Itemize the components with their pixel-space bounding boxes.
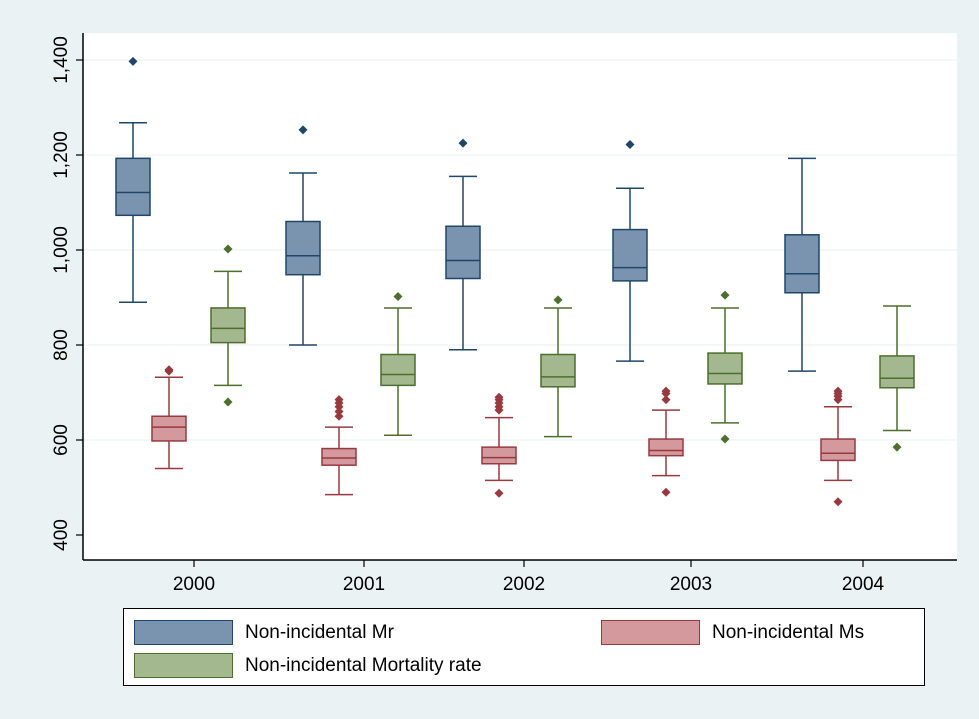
- legend-item-ms: Non-incidental Ms: [601, 620, 864, 645]
- legend-label-mr: Non-incidental Mr: [245, 621, 394, 643]
- box-plot: [380, 292, 416, 436]
- outlier-point: [393, 292, 403, 302]
- iqr-box: [321, 447, 357, 466]
- box-plot: [151, 365, 187, 470]
- outlier-point: [833, 497, 843, 507]
- outlier-point: [334, 407, 344, 416]
- box-plot: [481, 392, 517, 498]
- iqr-box: [648, 438, 684, 457]
- y-tick-label: 1,000: [51, 226, 72, 274]
- y-tick-label: 1,200: [51, 131, 72, 179]
- outlier-point: [298, 125, 308, 135]
- legend-swatch-mr: [134, 620, 233, 645]
- legend-label-mortality-rate: Non-incidental Mortality rate: [245, 654, 482, 676]
- box-plot: [879, 305, 915, 452]
- box-series: [115, 56, 915, 507]
- outlier-point: [661, 487, 671, 497]
- y-tick-label: 800: [51, 329, 72, 361]
- x-tick-label: 2002: [503, 574, 545, 595]
- outlier-point: [833, 386, 843, 396]
- outlier-point: [334, 395, 344, 405]
- box-plot: [784, 157, 820, 372]
- iqr-box: [540, 353, 576, 388]
- outlier-point: [661, 386, 671, 396]
- box-plot: [285, 125, 321, 346]
- legend-label-ms: Non-incidental Ms: [712, 621, 865, 643]
- box-plot: [445, 138, 481, 351]
- box-plot: [648, 386, 684, 497]
- y-tick-label: 600: [51, 424, 72, 456]
- iqr-box: [612, 228, 648, 282]
- box-plot: [707, 290, 743, 444]
- legend-item-mr: Non-incidental Mr: [134, 620, 394, 645]
- y-tick-label: 400: [51, 519, 72, 551]
- outlier-point: [458, 138, 468, 148]
- outlier-point: [553, 295, 563, 305]
- iqr-box: [380, 353, 416, 387]
- outlier-point: [223, 397, 233, 407]
- x-tick-label: 2000: [173, 574, 215, 595]
- box-plot: [115, 56, 151, 303]
- box-plot: [540, 295, 576, 438]
- outlier-point: [128, 56, 138, 66]
- y-tick-label: 1,400: [51, 36, 72, 84]
- iqr-box: [879, 355, 915, 389]
- outlier-point: [625, 140, 635, 150]
- box-plot: [210, 244, 246, 407]
- outlier-point: [892, 442, 902, 452]
- iqr-box: [445, 225, 481, 280]
- outlier-point: [164, 365, 174, 375]
- iqr-box: [151, 415, 187, 442]
- y-axis-ticks: 400 600 800 1,000 1,200 1,400: [51, 36, 83, 551]
- iqr-box: [210, 307, 246, 344]
- iqr-box: [115, 157, 151, 217]
- outlier-point: [720, 290, 730, 300]
- outlier-point: [494, 488, 504, 498]
- box-plot: [321, 395, 357, 496]
- iqr-box: [784, 234, 820, 294]
- iqr-box: [285, 220, 321, 276]
- iqr-box: [820, 438, 856, 462]
- legend-swatch-ms: [601, 620, 700, 645]
- legend-item-mortality-rate: Non-incidental Mortality rate: [134, 653, 482, 678]
- x-tick-label: 2001: [343, 574, 385, 595]
- outlier-point: [661, 395, 671, 405]
- x-tick-label: 2004: [842, 574, 885, 595]
- box-plot: [612, 140, 648, 362]
- iqr-box: [481, 446, 517, 465]
- outlier-point: [720, 434, 730, 444]
- outlier-point: [334, 411, 344, 421]
- x-axis-ticks: 2000 2001 2002 2003 2004: [173, 560, 885, 595]
- outlier-point: [223, 244, 233, 254]
- x-tick-label: 2003: [670, 574, 712, 595]
- iqr-box: [707, 352, 743, 385]
- legend: Non-incidental Mr Non-incidental Ms Non-…: [123, 608, 925, 686]
- box-plot: [820, 386, 856, 507]
- legend-swatch-mortality-rate: [134, 653, 233, 678]
- outlier-point: [494, 392, 504, 402]
